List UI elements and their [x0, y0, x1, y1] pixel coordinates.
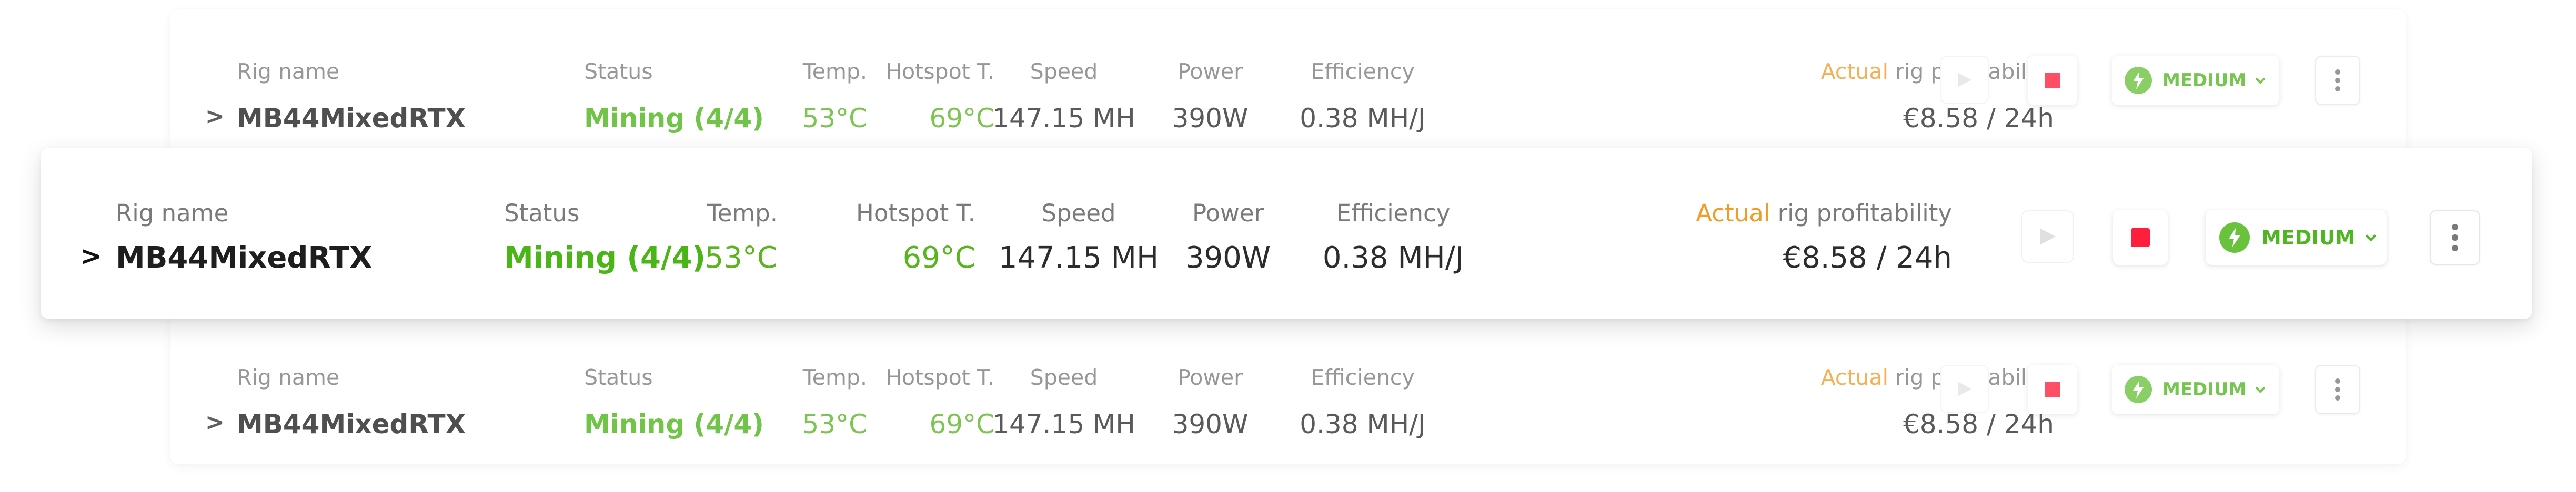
- play-button[interactable]: [2021, 210, 2074, 263]
- power-value: 390W: [1172, 409, 1249, 439]
- play-button[interactable]: [1940, 56, 1989, 104]
- play-icon: [1958, 73, 1971, 87]
- stop-icon: [2045, 382, 2060, 397]
- power-mode-value: MEDIUM: [2162, 379, 2247, 400]
- stop-button[interactable]: [2028, 56, 2077, 105]
- power-mode-dropdown[interactable]: MEDIUM: [2112, 365, 2279, 414]
- chevron-down-icon: [2255, 386, 2266, 393]
- rig-name-label: Rig name: [237, 365, 340, 390]
- rig-card[interactable]: Rig name > MB44MixedRTX Status Mining (4…: [170, 9, 2406, 150]
- power-value: 390W: [1172, 103, 1249, 134]
- actual-label: Actual: [1820, 365, 1889, 390]
- actual-label: Actual: [1820, 59, 1889, 84]
- profitability-value: €8.58 / 24h: [1903, 409, 2054, 439]
- stop-icon: [2131, 228, 2150, 247]
- efficiency-label: Efficiency: [1336, 199, 1451, 227]
- status-label: Status: [584, 59, 653, 84]
- hotspot-value: 69°C: [902, 241, 975, 275]
- efficiency-value: 0.38 MH/J: [1300, 409, 1426, 439]
- status-value: Mining (4/4): [584, 409, 764, 439]
- rig-card-focused[interactable]: Rig name > MB44MixedRTX Status Mining (4…: [41, 148, 2532, 319]
- stop-button[interactable]: [2113, 210, 2168, 265]
- power-mode-dropdown[interactable]: MEDIUM: [2206, 210, 2387, 265]
- status-value: Mining (4/4): [504, 241, 706, 275]
- efficiency-value: 0.38 MH/J: [1300, 103, 1426, 134]
- hotspot-label: Hotspot T.: [886, 365, 994, 390]
- status-label: Status: [504, 199, 580, 227]
- rig-name[interactable]: MB44MixedRTX: [237, 103, 466, 134]
- speed-label: Speed: [1041, 199, 1116, 227]
- power-label: Power: [1178, 365, 1243, 390]
- temp-value: 53°C: [705, 241, 778, 275]
- temp-label: Temp.: [802, 59, 867, 84]
- rig-name-label: Rig name: [237, 59, 340, 84]
- power-mode-dropdown[interactable]: MEDIUM: [2112, 56, 2279, 105]
- efficiency-label: Efficiency: [1311, 59, 1415, 84]
- profitability-label-rest: rig profitability: [1770, 199, 1952, 227]
- temp-value: 53°C: [802, 103, 867, 134]
- chevron-right-icon[interactable]: >: [205, 103, 225, 130]
- chevron-right-icon[interactable]: >: [205, 409, 225, 436]
- rig-card[interactable]: Rig name > MB44MixedRTX Status Mining (4…: [170, 315, 2406, 464]
- power-label: Power: [1178, 59, 1243, 84]
- rig-name-label: Rig name: [116, 199, 229, 227]
- chevron-down-icon: [2255, 77, 2266, 84]
- speed-label: Speed: [1030, 365, 1098, 390]
- power-label: Power: [1192, 199, 1264, 227]
- lightning-icon: [2125, 67, 2152, 94]
- speed-value: 147.15 MH: [992, 103, 1135, 134]
- more-vertical-icon[interactable]: [2315, 365, 2360, 414]
- speed-label: Speed: [1030, 59, 1098, 84]
- actual-label: Actual: [1696, 199, 1770, 227]
- lightning-icon: [2219, 222, 2250, 253]
- profitability-label: Actual rig profitability: [1514, 199, 1952, 228]
- efficiency-value: 0.38 MH/J: [1322, 241, 1464, 275]
- power-value: 390W: [1185, 241, 1271, 275]
- hotspot-value: 69°C: [929, 409, 994, 439]
- profitability-value: €8.58 / 24h: [1903, 103, 2054, 134]
- stop-icon: [2045, 73, 2060, 88]
- power-mode-value: MEDIUM: [2162, 70, 2247, 91]
- speed-value: 147.15 MH: [998, 241, 1159, 275]
- stop-button[interactable]: [2028, 365, 2077, 414]
- hotspot-value: 69°C: [929, 103, 994, 134]
- temp-label: Temp.: [707, 199, 778, 227]
- status-value: Mining (4/4): [584, 103, 764, 134]
- lightning-icon: [2125, 376, 2152, 403]
- status-label: Status: [584, 365, 653, 390]
- profitability-value: €8.58 / 24h: [1783, 241, 1952, 275]
- rig-name[interactable]: MB44MixedRTX: [116, 241, 373, 275]
- efficiency-label: Efficiency: [1311, 365, 1415, 390]
- more-vertical-icon[interactable]: [2430, 210, 2480, 265]
- power-mode-value: MEDIUM: [2261, 226, 2356, 249]
- play-button[interactable]: [1940, 365, 1989, 413]
- speed-value: 147.15 MH: [992, 409, 1135, 439]
- hotspot-label: Hotspot T.: [886, 59, 994, 84]
- play-icon: [1958, 382, 1971, 396]
- chevron-down-icon: [2365, 234, 2377, 242]
- play-icon: [2040, 228, 2056, 245]
- temp-label: Temp.: [802, 365, 867, 390]
- rig-name[interactable]: MB44MixedRTX: [237, 409, 466, 439]
- hotspot-label: Hotspot T.: [856, 199, 975, 227]
- more-vertical-icon[interactable]: [2315, 56, 2360, 105]
- temp-value: 53°C: [802, 409, 867, 439]
- chevron-right-icon[interactable]: >: [80, 241, 102, 271]
